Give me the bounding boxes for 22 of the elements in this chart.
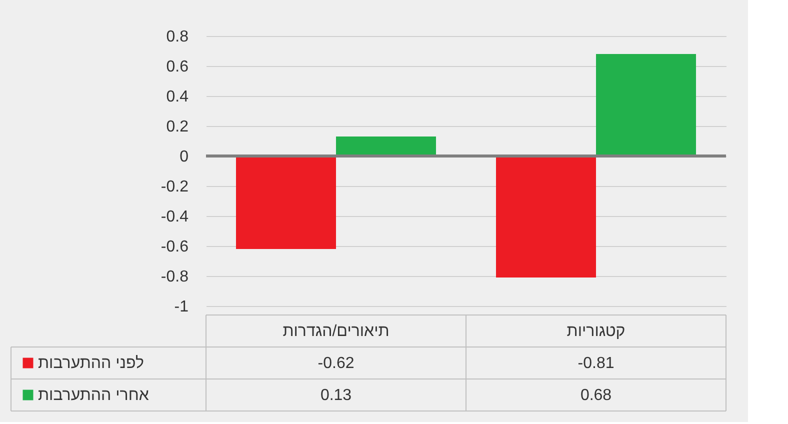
y-tick-label: 0 [180, 148, 189, 166]
y-tick-label: 0.2 [166, 118, 189, 136]
y-tick-label: -0.8 [160, 268, 189, 286]
y-tick-label: -0.4 [160, 208, 189, 226]
legend-label: אחרי ההתערבות [38, 387, 149, 404]
data-label: 0.13 [320, 387, 352, 404]
y-tick-label: -0.6 [160, 238, 189, 256]
bar [336, 136, 436, 156]
y-tick-label: 0.4 [166, 88, 189, 106]
x-tick-label: קטגוריות [566, 323, 626, 340]
y-tick-label: -0.2 [160, 178, 189, 196]
bar [596, 54, 696, 156]
data-label: -0.62 [318, 355, 354, 372]
y-tick-label: -1 [174, 298, 189, 316]
y-tick-label: 0.6 [166, 58, 189, 76]
data-label: 0.68 [580, 387, 612, 404]
y-tick-label: 0.8 [166, 28, 189, 46]
bar [236, 156, 336, 249]
x-tick-label: תיאורים/הגדרות [282, 323, 390, 340]
legend-label: לפני ההתערבות [38, 354, 144, 372]
data-label: -0.81 [578, 355, 614, 372]
bar [496, 156, 596, 278]
